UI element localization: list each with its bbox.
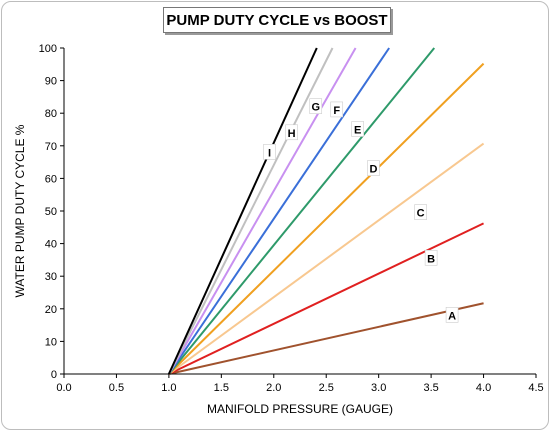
- x-axis-ticks: 0.0 0.5 1.0 1.5 2.0 2.5 3.0 3.5 4.0 4.5: [56, 374, 544, 394]
- y-tick-label: 30: [45, 271, 57, 283]
- y-tick-label: 80: [45, 108, 57, 120]
- series-line-a: [168, 302, 484, 375]
- series-label-box: [414, 204, 427, 220]
- series-label-box: [309, 98, 323, 114]
- x-tick-label: 0.5: [109, 382, 124, 394]
- y-tick-label: 90: [45, 76, 57, 88]
- series-label-i: I: [268, 147, 271, 159]
- series-line-f: [168, 47, 390, 375]
- series-label-box: [263, 144, 276, 160]
- x-tick-label: 3.0: [371, 382, 386, 394]
- y-tick-label: 10: [45, 336, 57, 348]
- series-label-box: [351, 121, 364, 137]
- series-line-h: [167, 47, 334, 375]
- series-label-c: C: [417, 208, 425, 220]
- x-tick-label: 1.5: [214, 382, 229, 394]
- series-label-box: [285, 124, 298, 141]
- y-tick-label: 20: [45, 304, 57, 316]
- series-label-box: [330, 101, 344, 118]
- series-line-g: [168, 47, 357, 375]
- series-label-h: H: [288, 128, 296, 140]
- series-line-c: [168, 142, 485, 375]
- y-tick-label: 70: [45, 141, 57, 153]
- series-label-f: F: [333, 105, 340, 117]
- series-lines: [167, 47, 485, 375]
- series-label-box: [367, 160, 380, 176]
- series-line-d: [168, 62, 485, 375]
- x-tick-label: 4.0: [476, 382, 491, 394]
- series-label-a: A: [448, 310, 456, 322]
- x-axis-label: MANIFOLD PRESSURE (GAUGE): [207, 402, 393, 416]
- x-tick-label: 1.0: [161, 382, 176, 394]
- y-tick-label: 100: [39, 43, 57, 55]
- series-label-box: [424, 249, 438, 266]
- series-labels: A B C D E F G H I: [263, 98, 459, 323]
- x-tick-label: 4.5: [528, 382, 543, 394]
- x-tick-label: 2.5: [319, 382, 334, 394]
- series-label-box: [445, 307, 459, 323]
- series-line-e: [168, 47, 436, 375]
- series-line-b: [168, 222, 484, 375]
- series-label-g: G: [311, 102, 320, 114]
- series-label-e: E: [354, 125, 361, 137]
- x-tick-label: 2.0: [266, 382, 281, 394]
- x-tick-label: 0.0: [56, 382, 71, 394]
- y-tick-label: 60: [45, 173, 57, 185]
- y-axis-ticks: 0 10 20 30 40 50 60 70 80 90 100: [39, 43, 64, 381]
- series-line-i: [167, 47, 318, 375]
- y-tick-label: 40: [45, 239, 57, 251]
- y-tick-label: 0: [51, 369, 57, 381]
- chart-title: PUMP DUTY CYCLE vs BOOST: [163, 7, 391, 33]
- series-label-b: B: [427, 253, 435, 265]
- series-label-d: D: [369, 164, 377, 176]
- x-tick-label: 3.5: [423, 382, 438, 394]
- y-tick-label: 50: [45, 206, 57, 218]
- y-axis-label: WATER PUMP DUTY CYCLE %: [13, 124, 27, 297]
